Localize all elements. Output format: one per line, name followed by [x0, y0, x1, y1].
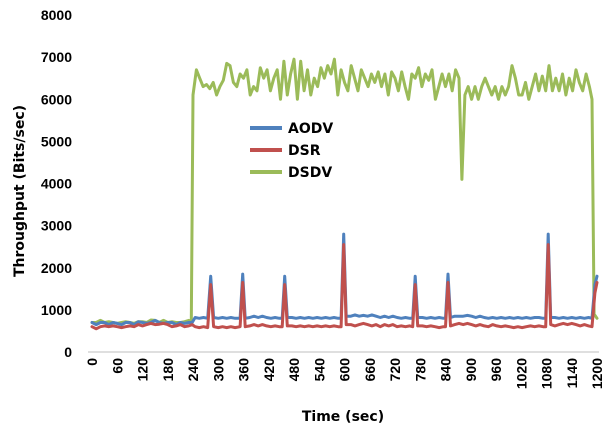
x-tick-label: 360	[236, 358, 252, 382]
x-tick-label: 840	[438, 358, 454, 382]
x-tick-label: 1200	[589, 358, 605, 389]
x-tick-label: 1140	[564, 358, 580, 389]
x-tick-label: 660	[362, 358, 378, 382]
x-tick-label: 900	[463, 358, 479, 382]
x-tick-label: 0	[84, 358, 100, 366]
x-tick-label: 540	[311, 358, 327, 382]
x-axis-title: Time (sec)	[302, 409, 384, 425]
x-tick-label: 480	[286, 358, 302, 382]
x-tick-label: 1020	[513, 358, 529, 389]
series-line-dsdv	[90, 57, 599, 325]
x-tick-label: 720	[387, 358, 403, 382]
y-tick-label: 1000	[41, 302, 72, 318]
legend-label-dsdv: DSDV	[288, 165, 332, 181]
x-tick-label: 960	[488, 358, 504, 382]
y-tick-label: 8000	[41, 7, 72, 23]
x-tick-label: 180	[160, 358, 176, 382]
x-tick-label: 780	[412, 358, 428, 382]
y-tick-label: 4000	[41, 176, 72, 192]
y-tick-label: 5000	[41, 133, 72, 149]
x-axis-tick-labels: 0 60 120 180 240 300 360 420 480 540 600 660 720 780 8…	[84, 358, 605, 389]
y-tick-label: 3000	[41, 218, 72, 234]
y-tick-label: 7000	[41, 49, 72, 65]
y-tick-label: 6000	[41, 91, 72, 107]
x-tick-label: 120	[135, 358, 151, 382]
x-tick-label: 1080	[539, 358, 555, 389]
x-tick-label: 240	[185, 358, 201, 382]
series-lines	[90, 57, 599, 331]
series-line-dsr	[90, 243, 599, 331]
y-axis-tick-labels: 0 1000 2000 3000 4000 5000 6000 7000 8000	[41, 7, 72, 360]
y-axis-title: Throughput (Bits/sec)	[12, 105, 28, 277]
x-tick-label: 60	[109, 358, 125, 374]
legend-label-aodv: AODV	[288, 121, 333, 137]
y-tick-label: 0	[64, 344, 72, 360]
x-tick-label: 600	[337, 358, 353, 382]
legend: AODV DSR DSDV	[250, 121, 333, 181]
x-tick-label: 420	[261, 358, 277, 382]
legend-label-dsr: DSR	[288, 143, 321, 159]
x-tick-label: 300	[210, 358, 226, 382]
y-tick-label: 2000	[41, 260, 72, 276]
